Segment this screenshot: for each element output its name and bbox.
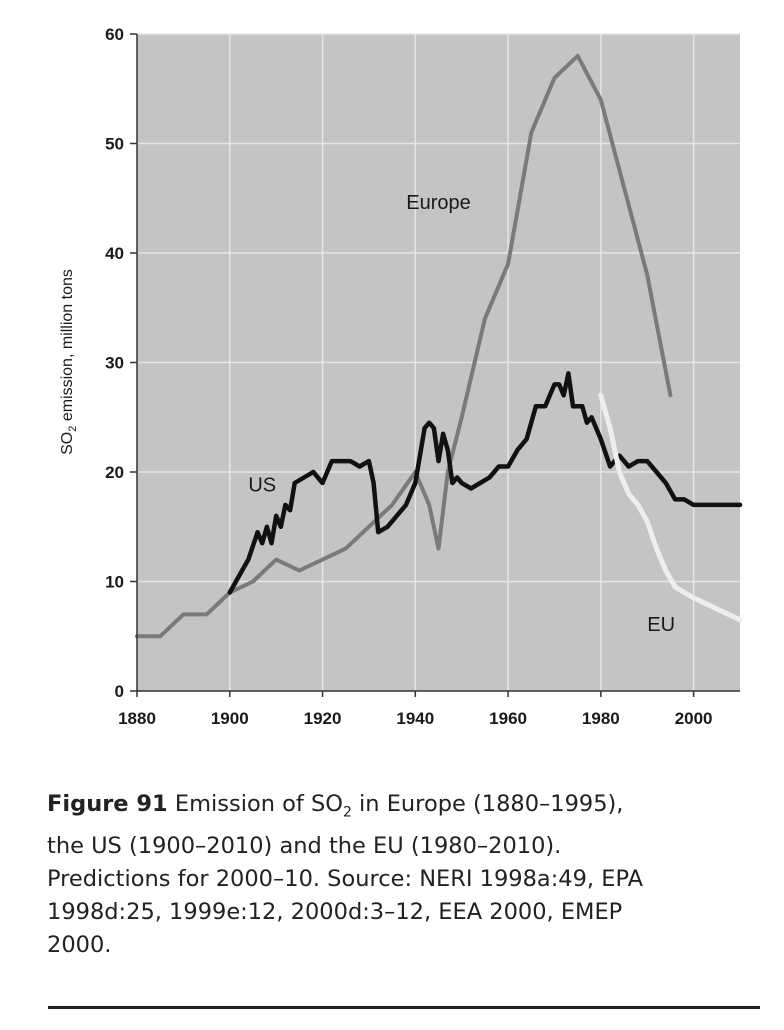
y-tick-label: 40 <box>105 244 124 263</box>
caption-line-5: 2000. <box>47 931 112 958</box>
caption-sub: 2 <box>342 804 352 821</box>
caption-line-1: Figure 91 Emission of SO2 in Europe (188… <box>47 788 762 830</box>
series-label-europe: Europe <box>406 192 471 214</box>
y-tick-label: 20 <box>105 463 124 482</box>
series-lines <box>135 53 743 639</box>
y-tick-label: 10 <box>105 573 124 592</box>
caption-part2: in Europe (1880–1995), <box>351 791 624 817</box>
x-tick-label: 1960 <box>489 709 527 728</box>
series-labels: Europe US EU <box>248 192 675 636</box>
x-tick-label: 1920 <box>304 709 342 728</box>
y-axis-label-sub: 2 <box>67 426 79 432</box>
y-tick-label: 50 <box>105 135 124 154</box>
caption-part1: Emission of SO <box>167 791 343 817</box>
ticks: 1880 1900 1920 1940 1960 1980 2000 0 10 20 30 40 50 6… <box>105 25 712 728</box>
caption-line-4: 1998d:25, 1999e:12, 2000d:3–12, EEA 2000… <box>47 898 623 925</box>
y-axis-label: SO2 emission, million tons <box>59 269 79 455</box>
x-tick-label: 1940 <box>396 709 434 728</box>
figure-caption: Figure 91 Emission of SO2 in Europe (188… <box>47 788 762 962</box>
series-line-europe <box>135 53 673 639</box>
y-tick-label: 0 <box>115 682 124 701</box>
x-tick-label: 1900 <box>211 709 249 728</box>
series-line-eu <box>598 392 743 623</box>
x-tick-label: 1880 <box>118 709 156 728</box>
caption-line-2: the US (1900–2010) and the EU (1980–2010… <box>47 832 562 859</box>
y-tick-label: 60 <box>105 25 124 44</box>
chart: 1880 1900 1920 1940 1960 1980 2000 0 10 20 30 40 50 6… <box>59 25 743 728</box>
series-label-eu: EU <box>647 614 675 636</box>
series-line-us <box>227 371 743 595</box>
y-tick-label: 30 <box>105 354 124 373</box>
series-label-us: US <box>248 475 276 497</box>
y-axis-label-rest: emission, million tons <box>59 269 76 426</box>
figure-label: Figure 91 <box>47 791 168 817</box>
bottom-rule <box>48 1006 760 1009</box>
x-tick-label: 1980 <box>582 709 620 728</box>
caption-line-3: Predictions for 2000–10. Source: NERI 19… <box>47 865 643 892</box>
x-tick-label: 2000 <box>675 709 713 728</box>
